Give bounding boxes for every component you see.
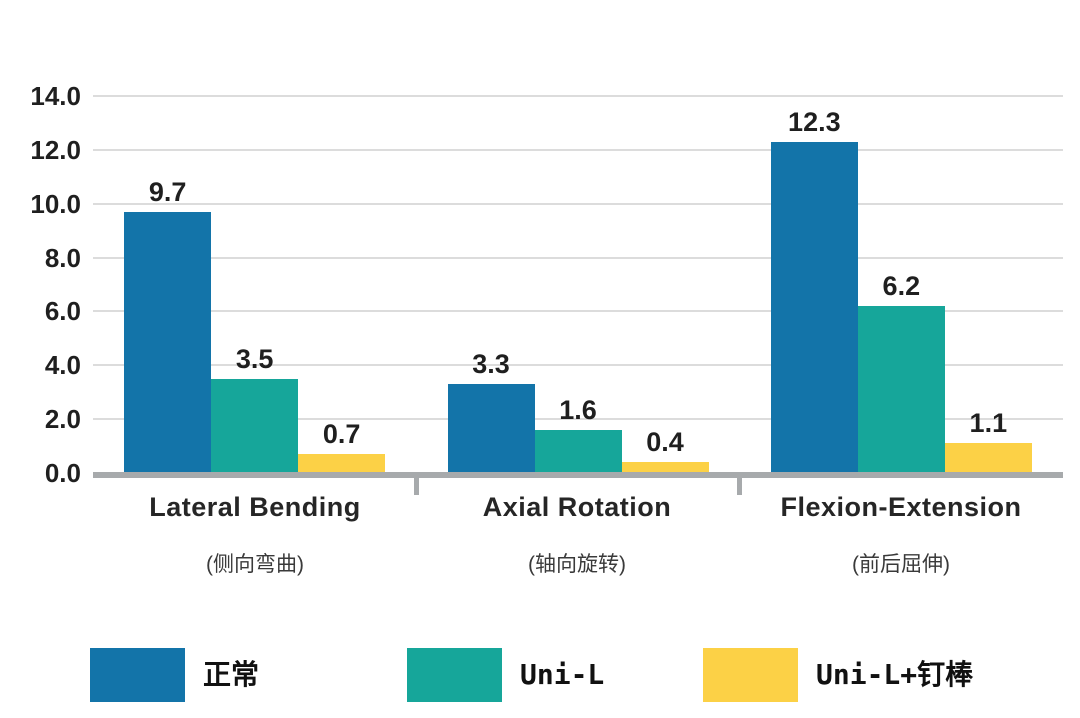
y-gridline (93, 364, 1063, 367)
y-axis-tick-label: 8.0 (44, 242, 81, 273)
category-label-axial-rotation: Axial Rotation (482, 492, 672, 522)
y-axis-tick-label: 2.0 (44, 404, 81, 435)
y-axis-tick-label: 10.0 (30, 188, 81, 219)
bar (534, 429, 622, 473)
bar (447, 384, 535, 473)
category-label-lateral-bending: Lateral Bending (149, 492, 361, 522)
bar-value-label: 6.2 (882, 271, 921, 302)
legend-label-normal: 正常 (203, 658, 260, 691)
y-axis-tick-label: 12.0 (30, 134, 81, 165)
y-axis-tick-label: 14.0 (30, 81, 81, 111)
y-gridline (93, 256, 1063, 259)
category-label-flexion-extension: Flexion-Extension (780, 492, 1022, 522)
legend-label-uni-l-rod: Uni-L+钉棒 (816, 658, 974, 691)
y-axis-tick-label: 4.0 (44, 350, 81, 381)
x-axis-tick (413, 478, 419, 495)
bar (124, 211, 212, 473)
bar-value-label: 1.6 (559, 394, 597, 425)
x-axis-tick (737, 478, 743, 495)
x-axis-line (93, 472, 1063, 478)
bar-value-label: 3.3 (472, 349, 510, 380)
bar (857, 306, 945, 473)
y-gridline (93, 418, 1063, 421)
bar-value-label: 12.3 (788, 106, 841, 137)
bar-value-label: 0.7 (322, 419, 361, 450)
bar-value-label: 3.5 (235, 343, 274, 374)
legend: 正常 Uni-L Uni-L+钉棒 (0, 648, 1080, 702)
legend-swatch-uni-l-rod (703, 648, 798, 702)
bar (770, 141, 858, 473)
y-axis-tick-label: 6.0 (44, 296, 81, 327)
bar (621, 462, 709, 473)
bar (944, 443, 1032, 473)
category-sublabel-axial-rotation: (轴向旋转) (528, 553, 626, 576)
legend-swatch-uni-l (407, 648, 502, 702)
legend-swatch-normal (90, 648, 185, 702)
legend-label-uni-l: Uni-L (520, 658, 605, 691)
category-sublabel-lateral-bending: (侧向弯曲) (206, 553, 304, 576)
y-gridline (93, 95, 1063, 97)
category-sublabel-flexion-extension: (前后屈伸) (852, 553, 950, 576)
bar-value-label: 9.7 (148, 176, 187, 207)
bar-value-label: 1.1 (969, 408, 1008, 439)
bar (298, 454, 386, 473)
y-gridline (93, 310, 1063, 313)
y-axis-tick-label: 0.0 (44, 458, 81, 488)
bar (211, 378, 299, 473)
bar-value-label: 0.4 (646, 427, 684, 458)
y-gridline (93, 202, 1063, 205)
y-gridline (93, 148, 1063, 151)
